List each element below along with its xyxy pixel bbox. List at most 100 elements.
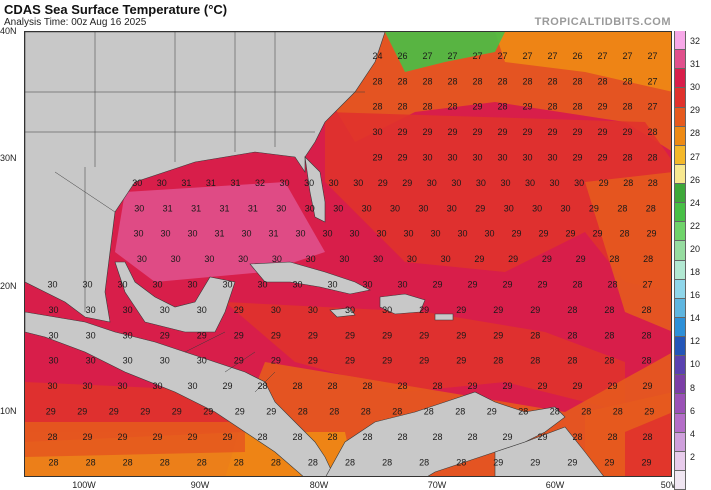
legend-swatch [674,107,686,127]
sst-value: 30 [333,203,343,213]
sst-value: 30 [204,254,214,264]
sst-value: 30 [272,254,282,264]
legend-swatch [674,126,686,146]
sst-value: 28 [397,76,407,86]
sst-value: 27 [647,51,657,61]
sst-value: 28 [419,457,429,467]
sst-value: 30 [197,356,207,366]
legend-label: 24 [690,197,701,208]
land-hispaniola [379,293,426,315]
sst-value: 28 [48,457,58,467]
sst-value: 29 [432,280,442,290]
lon-label-60w: 60W [545,480,565,490]
sst-value: 30 [427,178,437,188]
sst-value: 28 [530,356,540,366]
sst-value: 28 [641,356,651,366]
sst-value: 30 [82,280,92,290]
sst-value: 29 [497,127,507,137]
sst-value: 29 [382,356,392,366]
sst-value: 29 [372,153,382,163]
sst-value: 30 [152,280,162,290]
sst-value: 28 [372,76,382,86]
sst-value: 28 [472,76,482,86]
sst-value: 28 [234,457,244,467]
sst-value: 29 [547,127,557,137]
lon-label-80w: 80W [309,480,329,490]
legend-label: 2 [690,451,696,462]
sst-map: 24 26 27 27 27 27 27 27 26 27 27 27 28 28 28 28 28 28 28 28… [24,31,672,477]
sst-value: 29 [567,457,577,467]
sst-value: 27 [647,76,657,86]
sst-value: 30 [47,280,57,290]
sst-value: 29 [522,102,532,112]
sst-value: 28 [422,102,432,112]
sst-value: 28 [522,76,532,86]
sst-value: 27 [547,51,557,61]
sst-value: 29 [487,407,497,417]
sst-value: 30 [48,305,58,315]
sst-value: 30 [82,381,92,391]
sst-value: 30 [327,280,337,290]
sst-value: 30 [117,381,127,391]
sst-value: 29 [538,229,548,239]
sst-value: 29 [456,356,466,366]
sst-value: 30 [441,254,451,264]
boundary-line [254,371,276,393]
sst-value: 28 [372,102,382,112]
sst-value: 28 [572,432,582,442]
sst-value: 28 [123,457,133,467]
sst-value: 28 [604,305,614,315]
lon-label-50w: 50W [660,480,680,490]
legend-swatch [674,279,686,299]
land-south-america-north [325,391,566,476]
sst-value: 30 [382,305,392,315]
sst-value: 28 [567,356,577,366]
sst-value: 28 [397,102,407,112]
sst-value: 28 [361,407,371,417]
sst-value: 30 [500,178,510,188]
legend-swatch [674,69,686,89]
legend-swatch [674,394,686,414]
band-29-caribbean [225,302,625,412]
lat-label-10n: 10N [0,406,17,416]
sst-value: 28 [392,407,402,417]
legend-label: 12 [690,336,701,347]
sst-value: 30 [522,153,532,163]
sst-value: 31 [268,229,278,239]
sst-value: 29 [172,407,182,417]
sst-value: 30 [132,178,142,188]
sst-value: 28 [86,457,96,467]
legend-swatch [674,88,686,108]
sst-value: 30 [549,178,559,188]
sst-value: 29 [542,254,552,264]
sst-value: 30 [171,254,181,264]
sst-value: 28 [613,407,623,417]
sst-value: 28 [572,102,582,112]
sst-value: 28 [422,76,432,86]
lat-label-40n: 40N [0,26,17,36]
sst-value: 30 [133,229,143,239]
legend-swatch [674,298,686,318]
sst-value: 30 [276,203,286,213]
sst-value: 29 [641,457,651,467]
legend-label: 6 [690,405,696,416]
legend-label: 8 [690,382,696,393]
sst-value: 28 [345,457,355,467]
sst-value: 29 [475,203,485,213]
sst-value: 28 [327,432,337,442]
sst-value: 30 [353,178,363,188]
land-south-america-interior [494,426,604,476]
legend-swatch [674,356,686,376]
sst-value: 30 [451,178,461,188]
sst-value: 29 [572,381,582,391]
sst-value: 30 [222,280,232,290]
sst-value: 30 [329,178,339,188]
land-puerto-rico [434,313,454,321]
sst-value: 30 [304,178,314,188]
sst-value: 28 [432,432,442,442]
sst-value: 29 [537,381,547,391]
legend-swatch [674,470,686,490]
sst-value: 29 [46,407,56,417]
sst-value: 31 [230,178,240,188]
sst-value: 29 [160,330,170,340]
